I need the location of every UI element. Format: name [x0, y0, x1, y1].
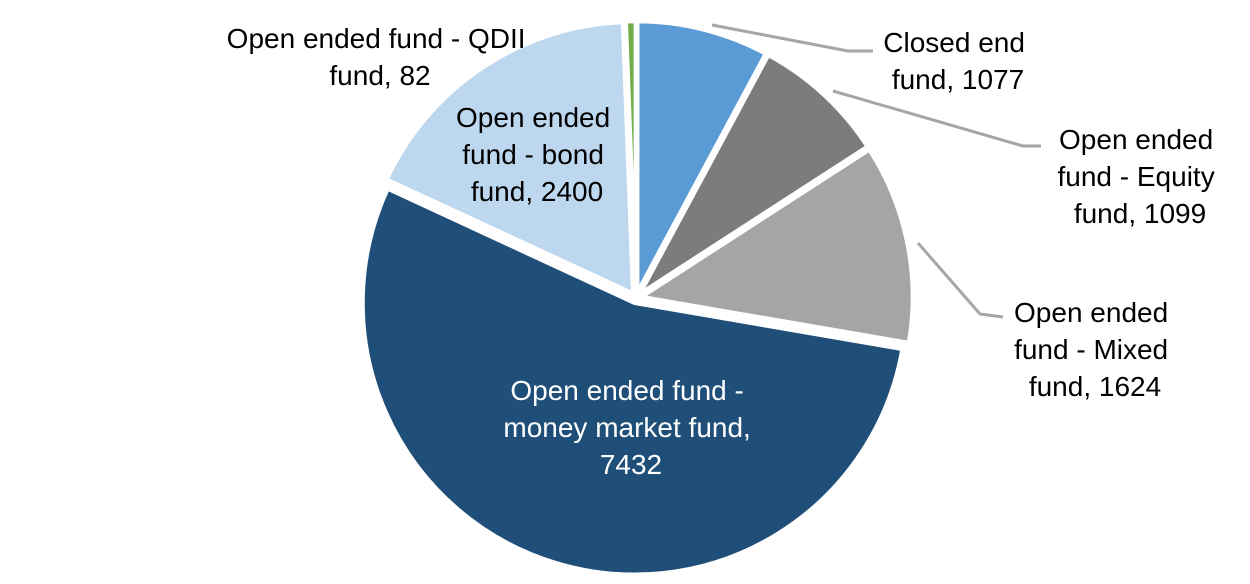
label-line: Open ended fund - — [510, 375, 744, 406]
label-money-market-fund: Open ended fund - money market fund, 743… — [503, 375, 758, 480]
label-line: fund, 1077 — [892, 64, 1024, 95]
label-line: Open ended — [456, 102, 610, 133]
label-line: Open ended — [1059, 124, 1213, 155]
label-line: Open ended — [1014, 297, 1168, 328]
label-line: fund, 1099 — [1074, 198, 1206, 229]
pie-slice-open-ended-fund-mixed-fund[interactable] — [638, 147, 916, 346]
label-mixed-fund: Open ended fund - Mixed fund, 1624 — [1014, 297, 1176, 402]
pie-slices — [360, 18, 916, 578]
label-bond-fund: Open ended fund - bond fund, 2400 — [456, 102, 618, 207]
label-line: fund - Equity — [1058, 161, 1215, 192]
pie-slice-open-ended-fund-equity-fund[interactable] — [637, 52, 871, 297]
pie-slice-open-ended-fund-bond-fund[interactable] — [384, 19, 636, 297]
label-line: Open ended fund - QDII — [227, 23, 526, 54]
leader-line-closed-end-fund — [711, 23, 873, 53]
label-qdii-fund: Open ended fund - QDII fund, 82 — [227, 23, 534, 91]
pie-slice-open-ended-fund-money-market-fund[interactable] — [360, 186, 905, 578]
label-equity-fund: Open ended fund - Equity fund, 1099 — [1058, 124, 1223, 229]
pie-slice-closed-end-fund[interactable] — [634, 18, 769, 296]
label-line: fund, 82 — [329, 60, 430, 91]
label-line: fund - bond — [462, 139, 604, 170]
leader-line-equity-fund — [832, 89, 1041, 148]
label-line: fund - Mixed — [1014, 334, 1168, 365]
label-line: money market fund, — [503, 412, 750, 443]
label-line: fund, 1624 — [1029, 371, 1161, 402]
label-line: 7432 — [600, 449, 662, 480]
label-line: Closed end — [883, 27, 1025, 58]
label-closed-end-fund: Closed end fund, 1077 — [883, 27, 1032, 95]
leader-line-mixed-fund — [916, 242, 1004, 319]
label-line: fund, 2400 — [471, 176, 603, 207]
pie-slice-open-ended-fund-qdii-fund[interactable] — [623, 18, 639, 296]
